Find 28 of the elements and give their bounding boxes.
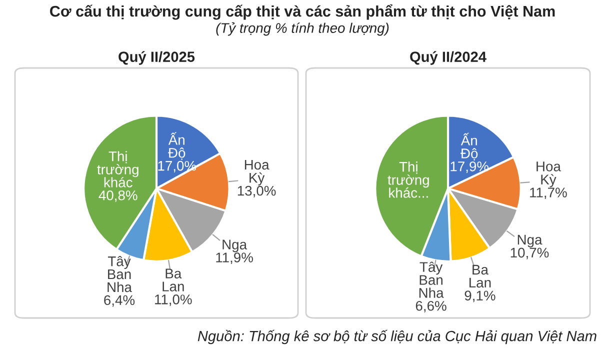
data-label: 11,9%: [216, 252, 253, 264]
slice-label: Hoa Kỳ: [244, 160, 270, 186]
data-label: 6,6%: [416, 300, 446, 312]
data-label: 17,9%: [450, 161, 489, 173]
slice-label: Nga: [518, 234, 542, 248]
slice-label: Ba Lan: [470, 264, 491, 288]
data-label: 40,8%: [98, 190, 138, 202]
data-label: 11,0%: [155, 294, 192, 306]
data-label: 10,7%: [510, 248, 549, 260]
slice-label: Tây Ban Nha: [419, 262, 444, 298]
slice-label: Hoa Kỳ: [536, 162, 561, 188]
slice-label: Tây Ban Nha: [108, 256, 132, 292]
slice-label: Nga: [222, 240, 248, 252]
chart-title: Quý II/2024: [410, 51, 486, 65]
slice-label: Thị trường khác: [97, 151, 138, 188]
text: Cơ cấu thị trường cung cấp thịt và các sản phẩm từ thịt cho Việt Nam: [50, 4, 555, 20]
slice-label: Ba Lan: [162, 268, 184, 292]
slice-label: Ấn Độ: [460, 132, 478, 160]
text: (Tỷ trọng % tính theo lượng): [216, 22, 389, 36]
data-label: 6,4%: [104, 295, 135, 307]
data-label: 9,1%: [464, 290, 496, 302]
data-label: 13,0%: [238, 186, 276, 198]
data-label: 11,7%: [530, 188, 567, 200]
slice-label: Ấn Độ: [168, 132, 186, 160]
text: Nguồn: Thống kê sơ bộ từ số liệu của Cục Hải quan Việt Nam: [198, 330, 596, 344]
slice-label: Thị trường khác...: [388, 162, 429, 198]
chart-title: Quý II/2025: [118, 51, 195, 65]
data-label: 17,0%: [158, 160, 196, 172]
